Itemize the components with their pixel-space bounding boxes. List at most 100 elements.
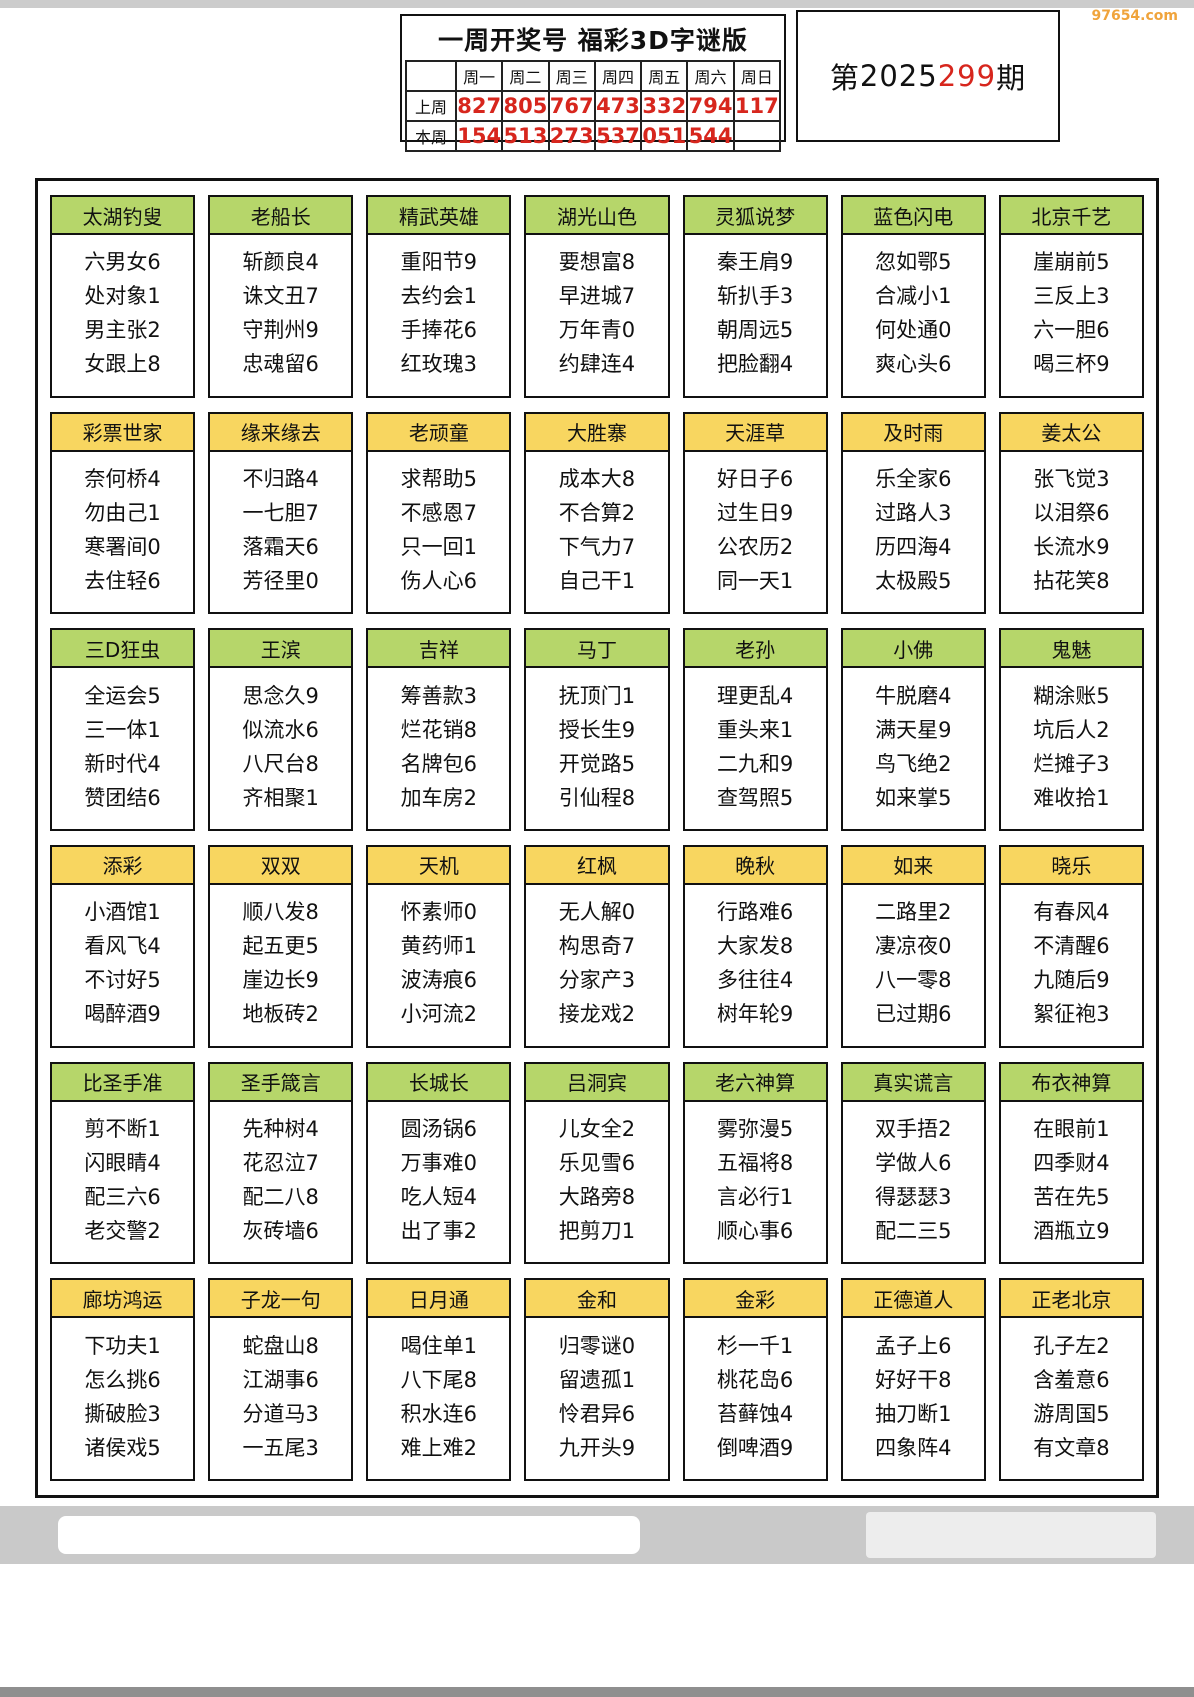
riddle-card-title: 子龙一句 bbox=[210, 1280, 352, 1319]
riddle-card-title: 吕洞宾 bbox=[526, 1063, 668, 1102]
draw-number-cell: 051 bbox=[640, 120, 689, 152]
riddle-line: 合减小1 bbox=[875, 284, 952, 309]
riddle-line: 接龙戏2 bbox=[558, 1002, 636, 1027]
riddle-line: 公农历2 bbox=[716, 534, 794, 559]
riddle-card: 布衣神算 在眼前1 四季财4 苦在先5 酒瓶立9 bbox=[998, 1061, 1144, 1265]
footer-input-primary[interactable] bbox=[58, 1516, 640, 1554]
riddle-card-body: 剪不断1 闪眼睛4 配三六6 老交警2 bbox=[52, 1102, 193, 1263]
riddle-card: 缘来缘去 不归路4 一七胆7 落霜天6 芳径里0 bbox=[208, 411, 354, 615]
riddle-card-body: 孟子上6 好好干8 抽刀断1 四象阵4 bbox=[843, 1318, 984, 1479]
riddle-cards-panel: 太湖钓叟 六男女6 处对象1 男主张2 女跟上8 老船长 斩颜良4 诛文丑7 守荆州9 忠魂留6 精… bbox=[35, 178, 1159, 1498]
riddle-line: 黄药师1 bbox=[400, 934, 478, 959]
riddle-line: 积水连6 bbox=[400, 1401, 478, 1426]
riddle-card-body: 无人解0 构思奇7 分家产3 接龙戏2 bbox=[526, 885, 667, 1046]
riddle-card: 灵狐说梦 秦王肩9 斩扒手3 朝周远5 把脸翻4 bbox=[682, 195, 828, 398]
riddle-card-title: 晚秋 bbox=[684, 846, 826, 885]
riddle-line: 小酒馆1 bbox=[84, 900, 161, 925]
riddle-card-body: 抚顶门1 授长生9 开觉路5 引仙程8 bbox=[526, 668, 667, 829]
draw-number-cell: 117 bbox=[732, 90, 782, 122]
riddle-line: 树年轮9 bbox=[716, 1002, 794, 1027]
riddle-line: 四季财4 bbox=[1033, 1150, 1110, 1175]
riddle-line: 满天星9 bbox=[875, 717, 952, 742]
riddle-card-body: 秦王肩9 斩扒手3 朝周远5 把脸翻4 bbox=[685, 235, 826, 396]
footer-input-secondary[interactable] bbox=[866, 1512, 1156, 1558]
riddle-card: 湖光山色 要想富8 早进城7 万年青0 约肆连4 bbox=[524, 195, 670, 398]
riddle-line: 朝周远5 bbox=[716, 318, 794, 343]
riddle-line: 要想富8 bbox=[558, 250, 636, 275]
riddle-card-body: 全运会5 三一体1 新时代4 赞团结6 bbox=[52, 668, 193, 829]
week-table: 周一 周二 周三 周四 周五 周六 周日 上周 827 805 767 473 332 794 117 本周… bbox=[405, 60, 782, 152]
riddle-line: 八一零8 bbox=[875, 968, 952, 993]
riddle-line: 手捧花6 bbox=[400, 318, 478, 343]
draw-number-cell: 827 bbox=[454, 90, 504, 122]
issue-suffix: 期 bbox=[996, 61, 1027, 95]
riddle-line: 牛脱磨4 bbox=[875, 683, 952, 708]
riddle-line: 斩颜良4 bbox=[242, 250, 319, 275]
riddle-card: 老六神算 雾弥漫5 五福将8 言必行1 顺心事6 bbox=[682, 1061, 828, 1265]
riddle-line: 不归路4 bbox=[242, 466, 319, 491]
week-day-header: 周一 bbox=[454, 60, 504, 92]
riddle-line: 怜君异6 bbox=[558, 1401, 636, 1426]
riddle-card-body: 要想富8 早进城7 万年青0 约肆连4 bbox=[526, 235, 667, 396]
riddle-card: 金和 归零谜0 留遗孤1 怜君异6 九开头9 bbox=[524, 1278, 670, 1481]
riddle-line: 二路里2 bbox=[875, 900, 952, 925]
riddle-line: 只一回1 bbox=[400, 534, 478, 559]
draw-number-cell: 473 bbox=[593, 90, 643, 122]
week-row-label: 上周 bbox=[405, 90, 457, 122]
riddle-card: 添彩 小酒馆1 看风飞4 不讨好5 喝醉酒9 bbox=[50, 844, 196, 1048]
riddle-line: 起五更5 bbox=[242, 934, 319, 959]
riddle-line: 万事难0 bbox=[400, 1150, 478, 1175]
riddle-card-title: 圣手箴言 bbox=[210, 1063, 352, 1102]
riddle-line: 历四海4 bbox=[875, 534, 952, 559]
riddle-card: 马丁 抚顶门1 授长生9 开觉路5 引仙程8 bbox=[524, 628, 670, 831]
riddle-line: 自己干1 bbox=[558, 568, 636, 593]
riddle-line: 难上难2 bbox=[400, 1435, 478, 1460]
riddle-line: 似流水6 bbox=[242, 717, 319, 742]
riddle-line: 留遗孤1 bbox=[558, 1367, 636, 1392]
riddle-line: 行路难6 bbox=[716, 900, 794, 925]
riddle-line: 喝醉酒9 bbox=[84, 1002, 161, 1027]
week-day-header: 周三 bbox=[547, 60, 596, 92]
riddle-card-title: 小佛 bbox=[842, 630, 984, 669]
riddle-card: 鬼魅 糊涂账5 坑后人2 烂摊子3 难收拾1 bbox=[998, 628, 1144, 831]
riddle-line: 红玫瑰3 bbox=[400, 352, 478, 377]
riddle-card: 如来 二路里2 凄凉夜0 八一零8 已过期6 bbox=[840, 844, 986, 1048]
riddle-card: 蓝色闪电 忽如鄂5 合减小1 何处通0 爽心头6 bbox=[840, 195, 986, 398]
draw-number-cell: 513 bbox=[501, 120, 550, 152]
riddle-line: 伤人心6 bbox=[400, 568, 478, 593]
riddle-card: 真实谎言 双手捂2 学做人6 得瑟瑟3 配二三5 bbox=[840, 1061, 986, 1265]
riddle-line: 喝住单1 bbox=[400, 1333, 478, 1358]
riddle-line: 苔藓蚀4 bbox=[716, 1401, 794, 1426]
riddle-card-body: 乐全家6 过路人3 历四海4 太极殿5 bbox=[843, 452, 984, 613]
riddle-card-title: 灵狐说梦 bbox=[684, 197, 826, 235]
riddle-line: 配二三5 bbox=[875, 1218, 952, 1243]
riddle-line: 重阳节9 bbox=[400, 250, 478, 275]
riddle-line: 孔子左2 bbox=[1033, 1333, 1110, 1358]
riddle-line: 多往往4 bbox=[716, 968, 794, 993]
draw-number-cell: 767 bbox=[547, 90, 596, 122]
riddle-line: 查驾照5 bbox=[716, 785, 794, 810]
riddle-card-title: 太湖钓叟 bbox=[52, 197, 194, 235]
riddle-card-title: 北京千艺 bbox=[1000, 197, 1142, 235]
riddle-line: 诛文丑7 bbox=[242, 284, 319, 309]
riddle-line: 凄凉夜0 bbox=[875, 934, 952, 959]
riddle-line: 不清醒6 bbox=[1033, 934, 1110, 959]
riddle-line: 不合算2 bbox=[558, 500, 636, 525]
riddle-line: 坑后人2 bbox=[1033, 717, 1110, 742]
riddle-card-title: 老顽童 bbox=[368, 413, 510, 452]
riddle-card-title: 正德道人 bbox=[842, 1280, 984, 1319]
riddle-card: 老孙 理更乱4 重头来1 二九和9 查驾照5 bbox=[682, 628, 828, 831]
riddle-line: 万年青0 bbox=[558, 318, 636, 343]
riddle-line: 九开头9 bbox=[558, 1435, 636, 1460]
riddle-card: 双双 顺八发8 起五更5 崖边长9 地板砖2 bbox=[208, 844, 354, 1048]
riddle-card: 正老北京 孔子左2 含羞意6 游周国5 有文章8 bbox=[998, 1278, 1144, 1481]
riddle-card: 太湖钓叟 六男女6 处对象1 男主张2 女跟上8 bbox=[50, 195, 196, 398]
riddle-card-body: 筹善款3 烂花销8 名牌包6 加车房2 bbox=[368, 668, 509, 829]
riddle-card: 廊坊鸿运 下功夫1 怎么挑6 撕破脸3 诸侯戏5 bbox=[50, 1278, 196, 1481]
draw-number-cell: 154 bbox=[454, 120, 504, 152]
draw-number-cell: 794 bbox=[686, 90, 735, 122]
riddle-line: 奈何桥4 bbox=[84, 466, 161, 491]
riddle-line: 何处通0 bbox=[875, 318, 952, 343]
riddle-line: 早进城7 bbox=[558, 284, 636, 309]
riddle-card-title: 真实谎言 bbox=[842, 1063, 984, 1102]
